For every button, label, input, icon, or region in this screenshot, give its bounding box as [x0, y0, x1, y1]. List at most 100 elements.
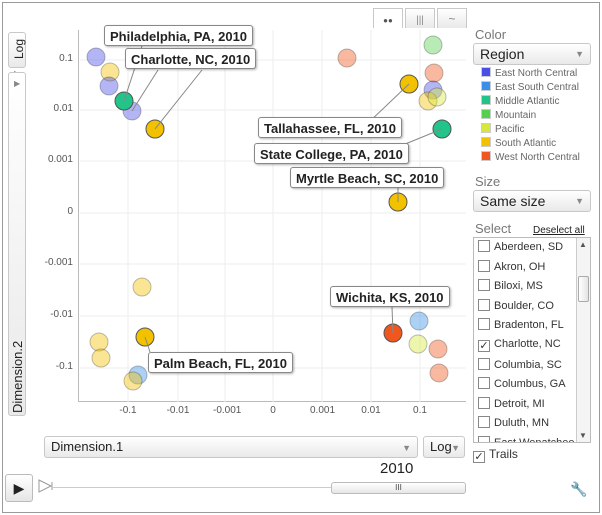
legend-item[interactable]: Middle Atlantic: [481, 95, 559, 108]
legend-swatch: [481, 109, 491, 119]
legend-label: Middle Atlantic: [495, 96, 560, 107]
checkbox-icon[interactable]: [478, 259, 490, 272]
play-button[interactable]: ▶: [5, 474, 33, 502]
bubble-callout[interactable]: Philadelphia, PA, 2010: [104, 25, 254, 46]
settings-button[interactable]: 🔧: [569, 481, 589, 501]
bubble-callout[interactable]: Palm Beach, FL, 2010: [148, 352, 293, 373]
color-heading: Color: [475, 27, 507, 42]
deselect-all-link[interactable]: Deselect all: [533, 225, 585, 236]
callout-label: Palm Beach, FL, 2010: [154, 356, 287, 371]
x-scale-button[interactable]: Log ▼: [423, 436, 465, 458]
tab-bar-chart[interactable]: |||: [405, 8, 435, 28]
trails-check-icon: ✓: [473, 451, 485, 463]
trails-checkbox[interactable]: ✓ Trails: [473, 447, 518, 463]
bubble-callout[interactable]: State College, PA, 2010: [254, 143, 409, 164]
y-dimension-label: Dimension.2: [10, 340, 25, 413]
y-scale-button[interactable]: Log ▶: [8, 32, 26, 78]
legend-swatch: [481, 67, 491, 77]
y-tick-label: -0.1: [55, 361, 73, 372]
plot-area[interactable]: [78, 30, 466, 402]
select-item-label: Detroit, MI: [494, 397, 545, 410]
tab-line-chart[interactable]: ~: [437, 8, 467, 28]
checkbox-icon[interactable]: [478, 396, 490, 409]
time-track[interactable]: [52, 487, 466, 488]
select-list-item[interactable]: Detroit, MI: [478, 396, 545, 415]
checkbox-icon[interactable]: [478, 416, 490, 429]
legend-item[interactable]: Mountain: [481, 109, 536, 122]
select-item-label: Columbus, GA: [494, 378, 566, 391]
bubble-callout[interactable]: Charlotte, NC, 2010: [125, 48, 257, 69]
size-select[interactable]: Same size ▼: [473, 190, 591, 212]
select-item-label: Boulder, CO: [494, 299, 554, 312]
select-list-item[interactable]: Columbus, GA: [478, 377, 566, 395]
scroll-up-icon[interactable]: ▲: [579, 240, 587, 249]
checkbox-icon[interactable]: [478, 357, 490, 370]
wrench-icon: 🔧: [570, 481, 588, 497]
select-list-item[interactable]: Duluth, MN: [478, 416, 549, 434]
legend-label: West North Central: [495, 152, 580, 163]
checkbox-icon[interactable]: [478, 377, 490, 390]
speed-icon: [38, 479, 53, 493]
x-scale-label: Log: [430, 439, 452, 454]
checkbox-icon[interactable]: [478, 318, 490, 331]
select-list-item[interactable]: East Wenatchee, WA: [478, 436, 591, 443]
trails-label: Trails: [489, 447, 518, 461]
legend-item[interactable]: East North Central: [481, 67, 577, 80]
chevron-down-icon: ▼: [575, 49, 584, 59]
checkbox-icon[interactable]: [478, 279, 490, 292]
size-heading: Size: [475, 174, 501, 189]
bubble-callout[interactable]: Tallahassee, FL, 2010: [258, 117, 402, 138]
line-chart-icon: ~: [448, 12, 456, 26]
chevron-down-icon: ▼: [402, 443, 411, 453]
time-slider-handle[interactable]: III: [331, 482, 466, 494]
legend-item[interactable]: East South Central: [481, 81, 579, 94]
callout-label: Tallahassee, FL, 2010: [264, 121, 396, 136]
year-label: 2010: [380, 460, 414, 477]
checkbox-icon[interactable]: [478, 298, 490, 311]
legend-swatch: [481, 151, 491, 161]
select-list-item[interactable]: Akron, OH: [478, 259, 545, 278]
color-select[interactable]: Region ▼: [473, 43, 591, 65]
select-list-item[interactable]: ✓ Charlotte, NC: [478, 338, 561, 356]
checkbox-icon[interactable]: [478, 436, 490, 442]
legend-label: East South Central: [495, 82, 579, 93]
select-list-item[interactable]: Boulder, CO: [478, 298, 554, 317]
legend-item[interactable]: Pacific: [481, 123, 524, 136]
scroll-thumb[interactable]: [578, 276, 589, 302]
legend-label: East North Central: [495, 68, 578, 79]
select-item-label: East Wenatchee, WA: [494, 437, 591, 443]
checkbox-checked-icon[interactable]: ✓: [478, 340, 490, 352]
legend-swatch: [481, 95, 491, 105]
bubble-callout[interactable]: Wichita, KS, 2010: [330, 286, 450, 307]
select-list-item[interactable]: Aberdeen, SD: [478, 240, 563, 258]
select-list[interactable]: Aberdeen, SD Akron, OH Biloxi, MS Boulder, …: [473, 237, 591, 443]
select-list-item[interactable]: Bradenton, FL: [478, 318, 564, 336]
legend-label: South Atlantic: [495, 138, 557, 149]
bubble-chart-icon: ●●: [383, 16, 393, 25]
y-dimension-select[interactable]: ▶ Dimension.2: [8, 72, 26, 416]
select-list-item[interactable]: Columbia, SC: [478, 357, 562, 376]
speed-control[interactable]: [38, 478, 56, 494]
select-heading: Select: [475, 221, 512, 236]
legend-item[interactable]: South Atlantic: [481, 137, 556, 150]
checkbox-icon[interactable]: [478, 240, 490, 252]
tab-bubble-chart[interactable]: ●●: [373, 8, 403, 28]
list-scrollbar[interactable]: ▲ ▼: [576, 238, 590, 442]
select-item-label: Bradenton, FL: [494, 319, 564, 332]
y-scale-label: Log: [12, 38, 26, 59]
bubble-callout[interactable]: Myrtle Beach, SC, 2010: [290, 167, 445, 188]
legend-item[interactable]: West North Central: [481, 151, 580, 164]
play-icon: ▶: [13, 480, 25, 496]
y-tick-label: -0.001: [44, 257, 73, 268]
select-item-label: Charlotte, NC: [494, 338, 561, 350]
select-list-item[interactable]: Biloxi, MS: [478, 279, 543, 297]
color-select-value: Region: [480, 46, 525, 62]
x-tick-label: -0.1: [119, 405, 137, 416]
chevron-down-icon: ▼: [575, 196, 584, 206]
select-item-label: Columbia, SC: [494, 358, 562, 371]
legend-swatch: [481, 81, 491, 91]
callout-label: Charlotte, NC, 2010: [131, 52, 251, 67]
x-dimension-label: Dimension.1: [51, 439, 124, 454]
scroll-down-icon[interactable]: ▼: [579, 431, 587, 440]
x-dimension-select[interactable]: Dimension.1 ▼: [44, 436, 418, 458]
